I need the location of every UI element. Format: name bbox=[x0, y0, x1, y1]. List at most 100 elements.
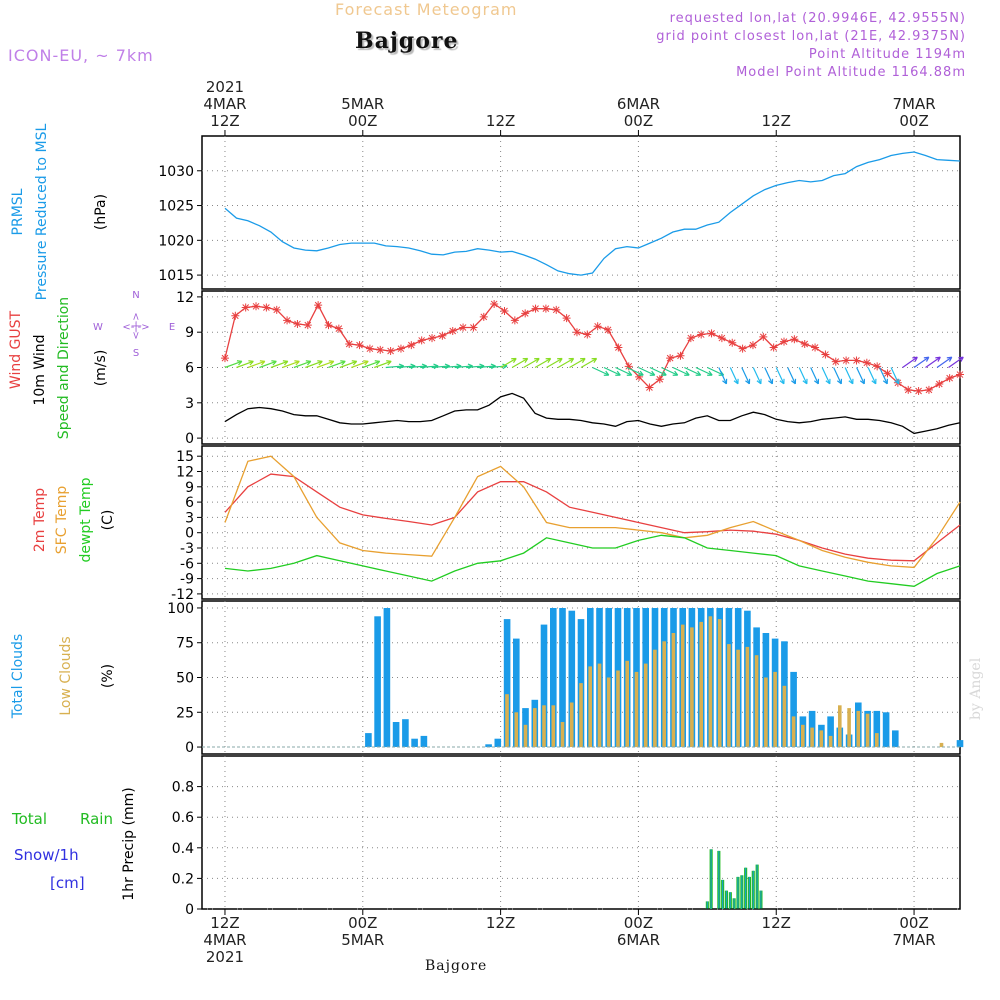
temp-label-dewpt: dewpt Temp bbox=[78, 477, 94, 562]
wind-arrowhead-45 bbox=[745, 378, 751, 385]
wind-arrow-17 bbox=[420, 365, 439, 369]
temp2m-line bbox=[224, 473, 961, 562]
ytick-label-3-2: 50 bbox=[176, 671, 194, 687]
temp-label-sfc: SFC Temp bbox=[54, 486, 70, 555]
wind-arrowhead-56 bbox=[871, 378, 877, 385]
gust-marker-53 bbox=[769, 343, 778, 352]
low-cloud-bar-55 bbox=[708, 616, 713, 747]
wind-arrow-48 bbox=[775, 367, 785, 385]
total-cloud-bar-39 bbox=[559, 608, 566, 748]
precip-total-bar-8 bbox=[737, 876, 739, 909]
total-cloud-bar-19 bbox=[374, 616, 381, 747]
gust-marker-15 bbox=[376, 345, 385, 354]
wind-arrowhead-12 bbox=[374, 360, 381, 366]
low-cloud-bar-51 bbox=[671, 633, 676, 748]
wind-arrow-18 bbox=[431, 365, 450, 369]
ytick-label-2-6: 6 bbox=[185, 495, 194, 511]
wind-arrow-2 bbox=[247, 360, 266, 369]
ytick-label-2-0: -12 bbox=[171, 587, 194, 603]
gust-marker-2 bbox=[241, 303, 250, 312]
low-cloud-bar-69 bbox=[838, 705, 842, 747]
legend-snow-unit: [cm] bbox=[50, 874, 85, 892]
gust-marker-17 bbox=[396, 344, 405, 353]
low-cloud-bar-39 bbox=[560, 722, 565, 747]
low-cloud-bar-47 bbox=[634, 671, 639, 747]
wind-arrow-56 bbox=[867, 367, 877, 385]
total-cloud-bar-18 bbox=[365, 733, 372, 747]
wind-arrow-6 bbox=[293, 360, 311, 369]
gust-marker-32 bbox=[552, 305, 561, 314]
ytick-label-2-2: -6 bbox=[180, 556, 194, 572]
bottom-location-label: Bajgore bbox=[425, 958, 488, 974]
top-xtick-label-5-0: 7MAR bbox=[892, 95, 935, 113]
grid-lonlat: grid point closest lon,lat (21E, 42.9375… bbox=[656, 29, 966, 44]
wind-arrow-54 bbox=[844, 367, 854, 385]
total-cloud-bar-75 bbox=[892, 730, 899, 748]
wind-arrow-30 bbox=[569, 357, 586, 369]
gust-marker-24 bbox=[469, 323, 478, 332]
gust-marker-39 bbox=[624, 362, 633, 371]
low-cloud-bar-73 bbox=[875, 733, 879, 747]
low-cloud-bar-64 bbox=[791, 716, 796, 747]
low-cloud-bar-67 bbox=[819, 730, 824, 748]
wind-arrowhead-24 bbox=[511, 357, 517, 364]
low-cloud-bar-42 bbox=[588, 666, 592, 748]
gust-marker-23 bbox=[459, 323, 468, 332]
wind-arrowhead-60 bbox=[923, 356, 930, 362]
total-cloud-bar-73 bbox=[873, 710, 881, 748]
gust-marker-68 bbox=[924, 385, 933, 394]
gust-marker-66 bbox=[904, 385, 913, 394]
ytick-label-3-1: 25 bbox=[176, 705, 194, 721]
gust-marker-21 bbox=[438, 331, 447, 340]
cloud-label-low: Low Clouds bbox=[58, 636, 74, 715]
gust-marker-45 bbox=[686, 334, 695, 343]
wind-arrow-58 bbox=[890, 367, 900, 385]
wind-arrow-7 bbox=[305, 360, 323, 369]
low-cloud-bar-52 bbox=[680, 624, 685, 747]
wind-arrow-53 bbox=[833, 367, 842, 385]
ytick-label-4-0: 0 bbox=[185, 902, 194, 918]
gust-marker-8 bbox=[303, 321, 312, 330]
wind-arrowhead-27 bbox=[545, 357, 552, 364]
point-altitude: Point Altitude 1194m bbox=[808, 47, 966, 62]
total-cloud-bar-24 bbox=[420, 735, 428, 747]
gust-marker-57 bbox=[811, 343, 820, 352]
ytick-label-4-2: 0.4 bbox=[172, 841, 194, 857]
wind-arrowhead-57 bbox=[882, 378, 888, 385]
gust-marker-26 bbox=[490, 299, 499, 308]
wind-arrowhead-10 bbox=[351, 360, 358, 366]
gust-marker-33 bbox=[562, 314, 571, 323]
wind-arrow-57 bbox=[879, 367, 888, 385]
gust-marker-20 bbox=[428, 334, 437, 343]
gust-marker-70 bbox=[945, 374, 954, 383]
wind-unit: (m/s) bbox=[93, 350, 109, 387]
gust-marker-62 bbox=[862, 358, 871, 367]
wind-arrow-61 bbox=[925, 356, 941, 368]
gust-marker-38 bbox=[614, 343, 623, 352]
ytick-label-2-8: 12 bbox=[176, 465, 194, 481]
wind-arrow-45 bbox=[741, 367, 750, 385]
bottom-xtick-label-1-1: 5MAR bbox=[341, 931, 384, 949]
wind-arrow-4 bbox=[270, 360, 289, 369]
ytick-label-0-0: 1015 bbox=[158, 268, 194, 284]
gust-marker-37 bbox=[604, 325, 613, 334]
gust-marker-56 bbox=[800, 339, 809, 348]
wind-arrowhead-52 bbox=[825, 378, 831, 385]
precip-total-bar-4 bbox=[722, 879, 724, 909]
gust-marker-60 bbox=[842, 356, 851, 365]
low-cloud-bar-41 bbox=[579, 683, 583, 748]
wind-arrowhead-48 bbox=[779, 378, 785, 385]
gust-marker-48 bbox=[717, 334, 726, 343]
top-xtick-label-0-0: 2021 bbox=[206, 78, 244, 96]
low-cloud-bar-56 bbox=[717, 619, 722, 748]
wind-arrow-20 bbox=[454, 365, 473, 369]
wind-arrowhead-35 bbox=[638, 370, 644, 376]
ytick-label-3-4: 100 bbox=[167, 601, 194, 617]
wind-arrowhead-43 bbox=[722, 378, 728, 385]
pressure-line bbox=[224, 151, 961, 276]
bottom-xtick-label-2-0: 12Z bbox=[486, 914, 515, 932]
wind-arrow-29 bbox=[557, 357, 574, 369]
wind-arrow-52 bbox=[821, 367, 831, 385]
gust-marker-47 bbox=[707, 329, 716, 338]
